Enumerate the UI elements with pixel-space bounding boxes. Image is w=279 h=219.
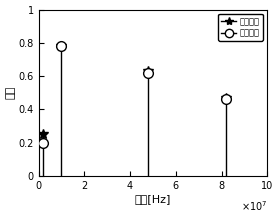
X-axis label: 频率[Hz]: 频率[Hz] [135,194,171,204]
Y-axis label: 幅值: 幅值 [6,86,16,99]
Text: $\times10^7$: $\times10^7$ [241,199,267,213]
Legend: 实际参数, 估计参数: 实际参数, 估计参数 [218,14,263,41]
